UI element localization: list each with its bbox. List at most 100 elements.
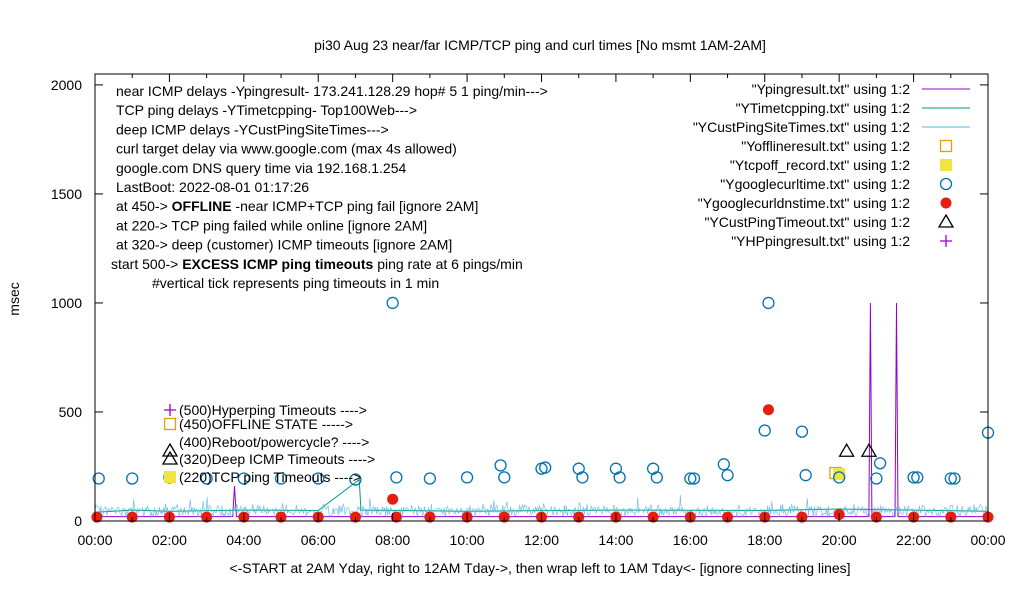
state-line-3: start 500-> EXCESS ICMP ping timeouts pi… — [111, 256, 523, 272]
marker-key-symbol-1 — [163, 417, 177, 431]
legend-label-8: "YHPpingresult.txt" using 1:2 — [731, 233, 910, 249]
series-5-point-10 — [423, 472, 437, 485]
series-5-point-24 — [717, 458, 730, 471]
series-5-point-35 — [944, 472, 957, 485]
annotations: near ICMP delays -Ypingresult- 173.241.1… — [111, 83, 548, 485]
series-5-point-32 — [873, 457, 887, 470]
x-tick-label-11: 22:00 — [896, 532, 931, 548]
legend-label-6: "Ygooglecurldnstime.txt" using 1:2 — [698, 195, 910, 211]
series-5-point-23 — [687, 472, 701, 485]
series-5-point-15 — [539, 461, 552, 474]
marker-key-symbol-extra — [161, 442, 179, 457]
x-tick-label-3: 06:00 — [301, 532, 336, 548]
series-6-point-9 — [390, 511, 402, 523]
legend-swatch-8 — [940, 235, 952, 247]
legend-label-2: "YCustPingSiteTimes.txt" using 1:2 — [693, 119, 910, 135]
series-5-point-13 — [498, 471, 511, 484]
marker-key-label-1: (450)OFFLINE STATE -----> — [179, 416, 353, 432]
info-line-3: curl target delay via www.google.com (ma… — [116, 141, 457, 157]
marker-key-symbol-3 — [161, 450, 179, 465]
series-5-point-34 — [911, 471, 924, 484]
series-4-point-0 — [833, 468, 846, 481]
series-5-point-4 — [237, 472, 250, 485]
marker-key-symbol-0 — [164, 404, 176, 416]
legend-swatch-3 — [939, 139, 953, 153]
series-5-point-6 — [312, 472, 325, 485]
chart-title: pi30 Aug 23 near/far ICMP/TCP ping and c… — [314, 37, 766, 53]
legend-label-1: "YTimetcpping.txt" using 1:2 — [736, 100, 911, 116]
y-axis-label: msec — [6, 282, 22, 315]
series-5-point-19 — [613, 471, 626, 484]
marker-key-label-0: (500)Hyperping Timeouts ----> — [179, 402, 367, 418]
x-tick-label-5: 10:00 — [450, 532, 485, 548]
x-tick-label-6: 12:00 — [524, 532, 559, 548]
y-tick-label-1: 500 — [59, 404, 83, 420]
series-5-point-3 — [200, 472, 213, 485]
series-7-point-1 — [860, 442, 878, 457]
legend-swatch-6 — [940, 197, 952, 209]
legend-label-3: "Yofflineresult.txt" using 1:2 — [741, 138, 910, 154]
legend-swatch-7 — [937, 213, 955, 228]
series-5-point-25 — [721, 469, 734, 482]
series-5-point-28 — [795, 425, 809, 438]
series-6-point-20 — [762, 404, 774, 416]
x-tick-label-10: 20:00 — [822, 532, 857, 548]
y-tick-label-3: 1500 — [51, 186, 82, 202]
series-5-point-36 — [948, 472, 961, 485]
x-tick-label-0: 00:00 — [77, 532, 112, 548]
x-tick-label-1: 02:00 — [152, 532, 187, 548]
info-line-0: near ICMP delays -Ypingresult- 173.241.1… — [116, 83, 548, 99]
y-tick-label-4: 2000 — [51, 77, 82, 93]
legend: "Ypingresult.txt" using 1:2 "YTimetcpping… — [693, 81, 970, 249]
legend-label-7: "YCustPingTimeout.txt" using 1:2 — [704, 214, 910, 230]
x-tick-label-2: 04:00 — [226, 532, 261, 548]
state-line-2: at 320-> deep (customer) ICMP timeouts [… — [116, 237, 452, 253]
series-5-point-22 — [684, 472, 697, 485]
series-5-point-27 — [762, 296, 775, 310]
info-line-4: google.com DNS query time via 192.168.1.… — [116, 160, 406, 176]
state-line-0: at 450-> OFFLINE -near ICMP+TCP ping fai… — [116, 198, 478, 214]
series-5-point-11 — [460, 471, 474, 484]
x-tick-label-9: 18:00 — [747, 532, 782, 548]
series-5-point-9 — [390, 471, 403, 484]
series-5-point-21 — [650, 471, 663, 484]
series-5-point-26 — [758, 424, 771, 437]
info-line-2: deep ICMP delays -YCustPingSiteTimes---> — [116, 121, 389, 137]
y-tick-label-2: 1000 — [51, 295, 82, 311]
x-tick-label-7: 14:00 — [598, 532, 633, 548]
marker-key-label-2: (400)Reboot/powercycle? ----> — [179, 434, 369, 450]
series-5-point-1 — [126, 472, 139, 485]
tick-note: #vertical tick represents ping timeouts … — [152, 275, 439, 291]
series-5-point-0 — [92, 472, 105, 485]
legend-label-4: "Ytcpoff_record.txt" using 1:2 — [730, 157, 910, 173]
series-5-point-8 — [386, 296, 399, 310]
series-5-point-33 — [907, 471, 920, 484]
series-5-point-31 — [870, 472, 883, 485]
info-line-1: TCP ping delays -YTimetcpping- Top100Web… — [116, 102, 417, 118]
x-tick-label-4: 08:00 — [375, 532, 410, 548]
x-tick-label-8: 16:00 — [673, 532, 708, 548]
info-line-5: LastBoot: 2022-08-01 01:17:26 — [116, 179, 309, 195]
axes: 0 500 1000 1500 2000 00:00 02:00 04:00 06:00 08:0… — [51, 73, 1006, 548]
series-5-point-7 — [349, 473, 362, 486]
series-5-point-30 — [833, 471, 846, 484]
legend-swatch-5 — [939, 177, 953, 191]
x-tick-label-12: 00:00 — [970, 532, 1005, 548]
y-tick-label-0: 0 — [74, 513, 82, 529]
marker-key-label-3: (320)Deep ICMP Timeouts ----> — [179, 451, 375, 467]
state-line-1: at 220-> TCP ping failed while online [i… — [116, 217, 427, 233]
x-axis-label: <-START at 2AM Yday, right to 12AM Tday-… — [229, 560, 850, 576]
series-5-point-12 — [494, 459, 507, 472]
series-6-point-8 — [387, 493, 399, 505]
marker-key-label-4: (220)TCP ping Timeouts ----> — [179, 469, 361, 485]
series-0-line — [95, 302, 988, 518]
legend-label-0: "Ypingresult.txt" using 1:2 — [752, 81, 911, 97]
series-7-point-0 — [838, 442, 855, 457]
series-5-point-17 — [576, 471, 589, 484]
legend-swatch-4 — [940, 159, 952, 171]
marker-key-symbol-4 — [164, 471, 176, 483]
legend-label-5: "Ygooglecurltime.txt" using 1:2 — [720, 176, 910, 192]
series-5-point-29 — [799, 469, 812, 482]
series-6-point-0 — [91, 511, 103, 523]
